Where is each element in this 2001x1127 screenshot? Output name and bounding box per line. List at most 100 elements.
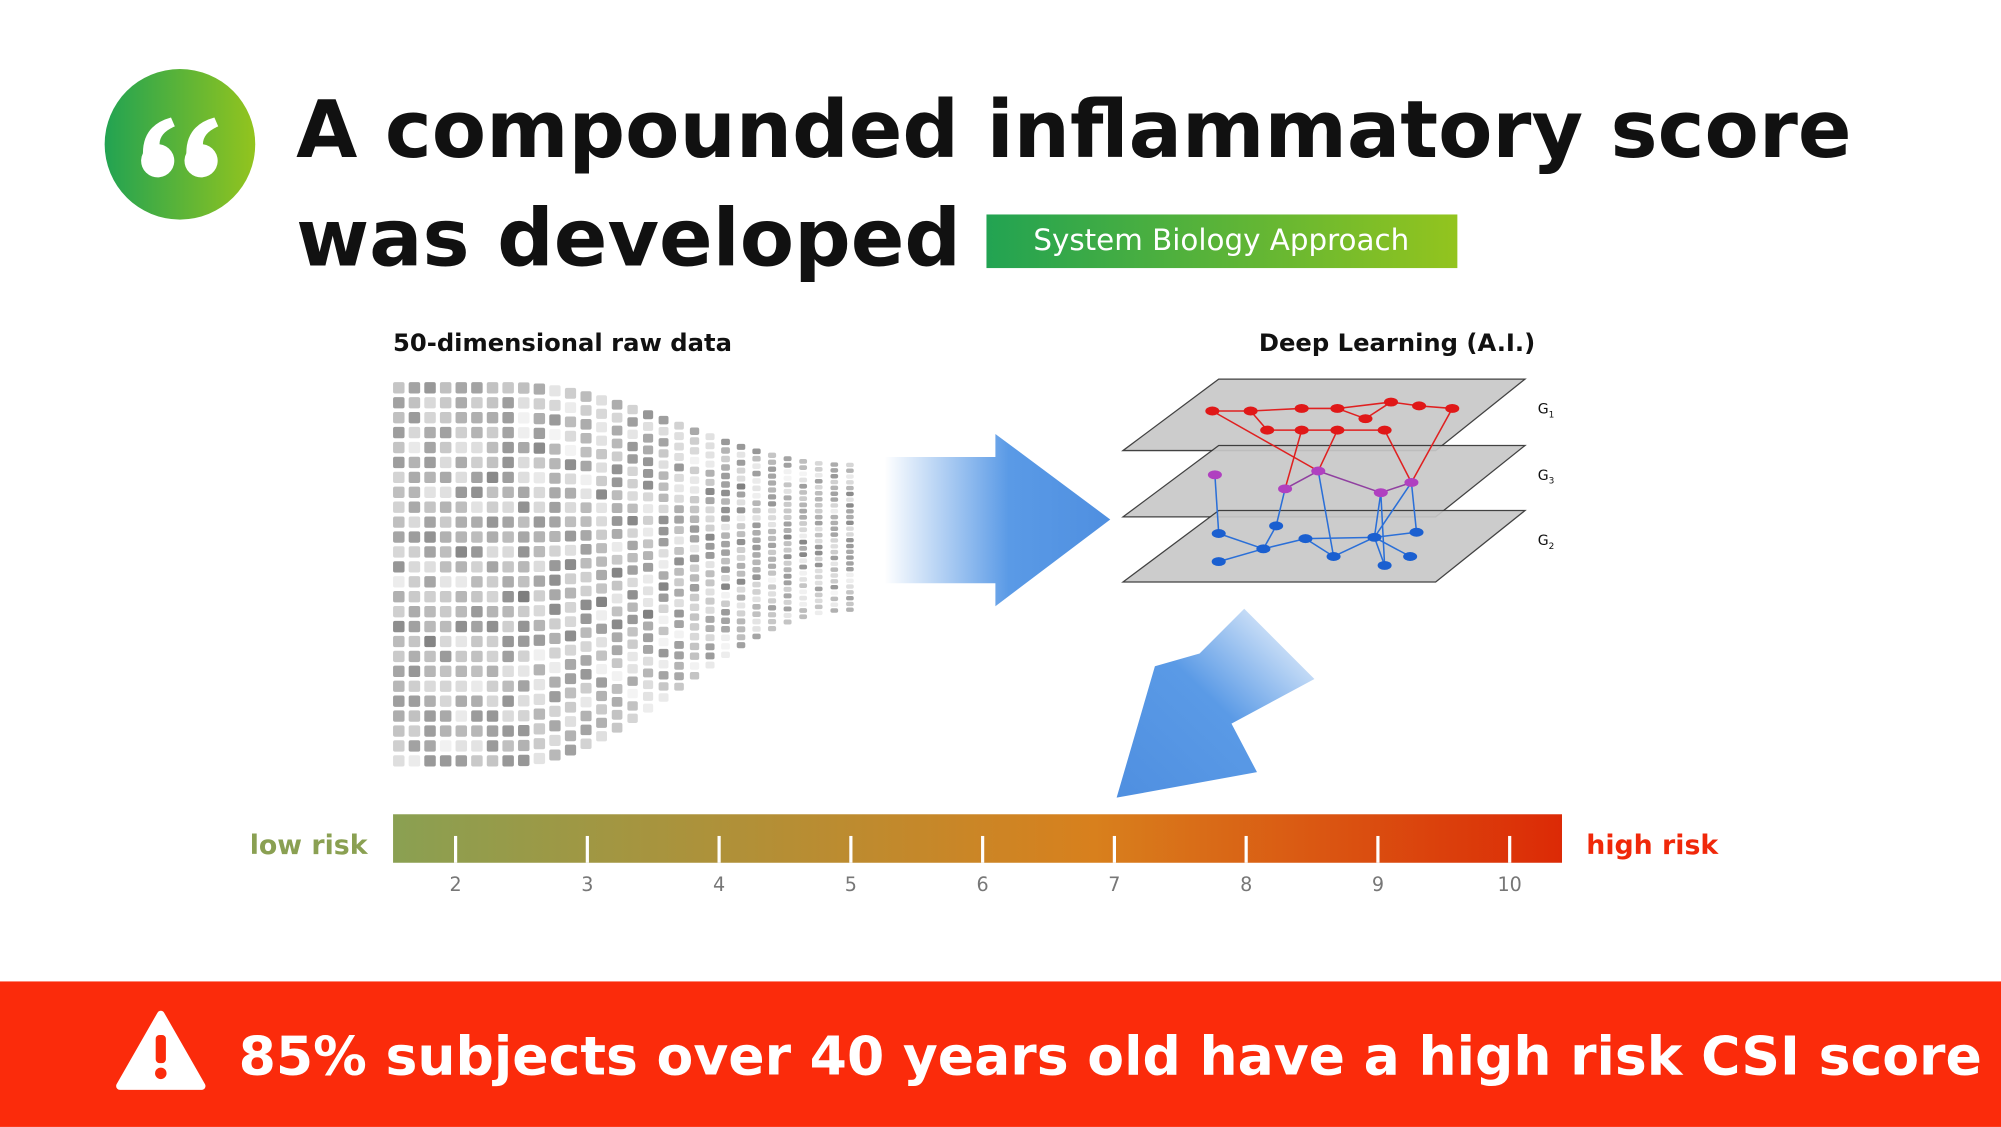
data-cell [424, 531, 436, 543]
data-cell [705, 588, 715, 596]
data-cell [455, 456, 468, 469]
data-cell [502, 456, 514, 469]
data-cell [721, 464, 730, 471]
data-cell [533, 545, 546, 558]
data-cell [814, 562, 823, 568]
data-cell [393, 456, 405, 469]
data-cell [643, 668, 654, 678]
badge [986, 214, 1458, 269]
data-cell [799, 558, 808, 564]
data-cell [705, 542, 715, 550]
risk-scale [393, 814, 1563, 863]
data-cell [689, 623, 700, 631]
data-cell [705, 561, 715, 569]
data-cell [502, 441, 514, 454]
data-cell [721, 617, 730, 624]
data-cell [580, 405, 592, 416]
data-cell [658, 660, 669, 669]
data-cell [564, 559, 577, 570]
data-cell [721, 549, 730, 556]
data-cell [393, 665, 405, 678]
data-cell [455, 426, 468, 439]
data-cell [627, 553, 638, 563]
data-cell [580, 557, 592, 569]
data-cell [799, 546, 808, 551]
data-cell [471, 650, 483, 663]
data-cell [455, 620, 468, 633]
data-cell [689, 554, 700, 563]
data-cell [689, 515, 700, 523]
data-cell [658, 515, 669, 525]
data-cell [658, 493, 669, 503]
warning-mark [155, 1035, 166, 1064]
title: A compounded inflammatory score [296, 84, 1852, 176]
data-cell [846, 509, 854, 514]
data-cell [846, 566, 854, 572]
model-label: Deep Learning (A.I.) [1259, 328, 1535, 357]
data-cell [455, 546, 468, 558]
data-cell [518, 561, 530, 573]
edge [1410, 482, 1418, 533]
data-cell [689, 476, 700, 484]
data-cell [549, 545, 561, 557]
data-cell [424, 605, 436, 618]
data-cell [689, 593, 700, 602]
data-cell [580, 710, 592, 722]
data-cell [564, 473, 577, 485]
data-cell [596, 395, 607, 406]
data-cell [393, 695, 405, 707]
data-cell [674, 682, 684, 691]
data-cell [424, 650, 436, 663]
data-cell [424, 546, 436, 558]
data-cell [455, 486, 468, 498]
data-cell [658, 648, 669, 658]
data-cell [799, 608, 808, 613]
data-cell [689, 603, 700, 612]
data-cell [393, 426, 405, 439]
data-cell [502, 561, 514, 573]
data-cell [533, 575, 546, 587]
data-cell [439, 635, 452, 648]
tick-label: 4 [713, 873, 725, 896]
data-cell [611, 541, 623, 552]
data-cell [783, 488, 792, 494]
data-cell [408, 426, 421, 439]
data-cell [518, 590, 530, 603]
data-cell [408, 710, 421, 722]
data-cell [846, 601, 854, 607]
data-cell [705, 524, 715, 532]
data-cell [783, 514, 792, 520]
data-cell [486, 680, 499, 692]
data-cell [783, 541, 792, 547]
data-cell [502, 501, 514, 513]
data-cell [408, 680, 421, 692]
data-cell [439, 426, 452, 439]
data-cell [814, 473, 823, 478]
data-cell [408, 650, 421, 663]
data-cell [564, 502, 577, 513]
data-cell [471, 516, 483, 528]
data-cell [455, 382, 468, 394]
layer-label: G1 [1538, 402, 1555, 421]
data-cell [705, 625, 715, 633]
data-cell [533, 412, 546, 425]
data-cell [549, 428, 561, 441]
data-cell [533, 398, 546, 410]
data-cell [705, 597, 715, 605]
data-cell [408, 546, 421, 558]
data-cell [580, 738, 592, 750]
data-cell [533, 752, 546, 765]
data-cell [721, 455, 730, 463]
data-cell [783, 573, 792, 579]
data-cell [705, 478, 715, 486]
data-cell [471, 471, 483, 484]
data-cell [611, 477, 623, 488]
data-cell [393, 382, 405, 394]
data-cell [799, 465, 808, 470]
data-cell [424, 397, 436, 409]
data-cell [830, 532, 839, 537]
data-cell [658, 438, 669, 447]
data-cell [596, 516, 607, 527]
data-cell [533, 486, 546, 499]
data-cell [424, 635, 436, 648]
